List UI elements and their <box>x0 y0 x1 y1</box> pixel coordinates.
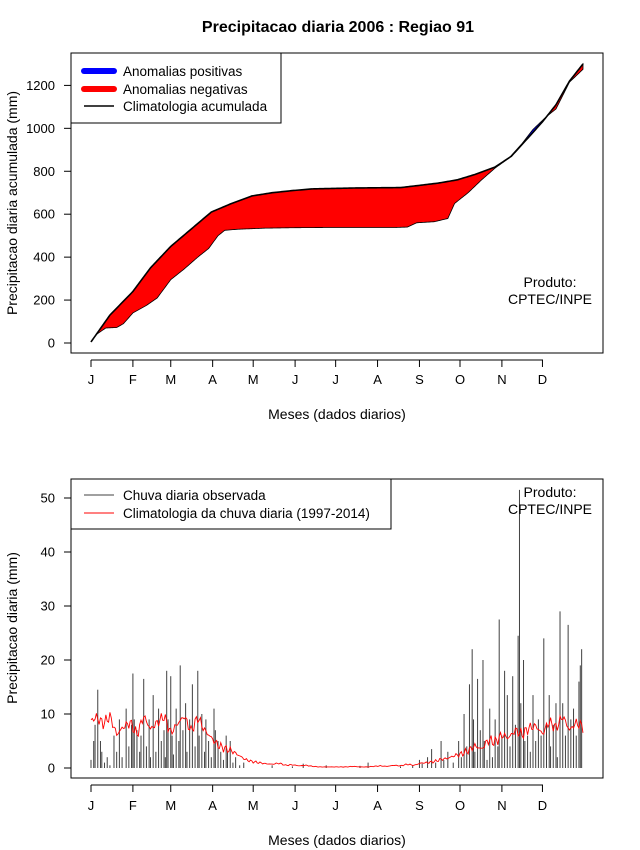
observed-rain-bars <box>90 489 583 768</box>
legend-label-negative: Anomalias negativas <box>123 82 248 97</box>
plot-frame-top <box>70 52 604 354</box>
x-tick-label-bottom: F <box>129 798 137 813</box>
y-tick-label-bottom: 50 <box>41 491 55 506</box>
x-tick-label-bottom: M <box>165 798 176 813</box>
x-tick-label-top: F <box>129 372 137 387</box>
y-tick-label-top: 400 <box>33 250 55 265</box>
y-tick-label-bottom: 10 <box>41 707 55 722</box>
x-tick-label-top: A <box>208 372 217 387</box>
x-tick-label-bottom: A <box>208 798 217 813</box>
legend-bottom: Chuva diaria observada Climatologia da c… <box>70 478 392 530</box>
product-source-bottom: CPTEC/INPE <box>508 501 592 517</box>
y-tick-label-top: 1000 <box>26 121 55 136</box>
x-tick-label-bottom: D <box>538 798 547 813</box>
y-tick-label-top: 800 <box>33 164 55 179</box>
positive-anomaly-area <box>90 113 549 343</box>
x-tick-label-top: S <box>415 372 424 387</box>
x-tick-label-top: J <box>88 372 95 387</box>
y-axis-label-top: Precipitacao diaria acumulada (mm) <box>4 91 20 315</box>
y-tick-label-bottom: 30 <box>41 599 55 614</box>
x-tick-label-bottom: J <box>88 798 95 813</box>
x-tick-label-bottom: N <box>497 798 506 813</box>
climatology-daily-line <box>90 712 584 768</box>
x-axis-label-top: Meses (dados diarios) <box>268 406 406 422</box>
x-tick-label-bottom: A <box>373 798 382 813</box>
y-tick-label-top: 600 <box>33 207 55 222</box>
product-source-top: CPTEC/INPE <box>508 291 592 307</box>
x-tick-label-top: J <box>332 372 339 387</box>
x-axis-label-bottom: Meses (dados diarios) <box>268 832 406 848</box>
x-tick-label-bottom: J <box>332 798 339 813</box>
x-tick-label-top: D <box>538 372 547 387</box>
axes-top: 0 200 400 600 800 1000 1200 J F M A M J J A S O N D <box>26 78 547 387</box>
x-tick-label-top: M <box>248 372 259 387</box>
accumulated-panel: 0 200 400 600 800 1000 1200 J F M A M J J A S O N D Meses … <box>4 52 604 422</box>
x-tick-label-top: A <box>373 372 382 387</box>
legend-box-bottom <box>70 478 392 530</box>
y-tick-label-top: 0 <box>48 336 55 351</box>
x-tick-label-top: M <box>165 372 176 387</box>
legend-top: Anomalias positivas Anomalias negativas … <box>70 52 282 124</box>
y-tick-label-bottom: 40 <box>41 545 55 560</box>
axes-bottom: 0 10 20 30 40 50 J F M A M J J A S O N D <box>41 491 548 814</box>
climatology-accumulated-line <box>90 63 584 343</box>
x-tick-label-top: J <box>292 372 299 387</box>
legend-label-observed: Chuva diaria observada <box>123 488 266 503</box>
x-tick-label-top: O <box>455 372 465 387</box>
y-tick-label-bottom: 20 <box>41 653 55 668</box>
x-tick-label-top: N <box>497 372 506 387</box>
chart-title: Precipitacao diaria 2006 : Regiao 91 <box>202 19 474 36</box>
legend-label-climatology: Climatologia acumulada <box>123 99 268 114</box>
y-tick-label-top: 200 <box>33 293 55 308</box>
product-label-top: Produto: <box>524 274 577 290</box>
y-tick-label-bottom: 0 <box>48 761 55 776</box>
x-tick-label-bottom: M <box>248 798 259 813</box>
x-tick-label-bottom: J <box>292 798 299 813</box>
y-tick-label-top: 1200 <box>26 78 55 93</box>
legend-label-positive: Anomalias positivas <box>123 64 243 79</box>
x-tick-label-bottom: O <box>455 798 465 813</box>
y-axis-label-bottom: Precipitacao diaria (mm) <box>4 552 20 704</box>
legend-label-climatology-daily: Climatologia da chuva diaria (1997-2014) <box>123 506 370 521</box>
daily-panel: 0 10 20 30 40 50 J F M A M J J A S O N D Meses (dados dia… <box>4 478 604 848</box>
x-tick-label-bottom: S <box>415 798 424 813</box>
product-label-bottom: Produto: <box>524 484 577 500</box>
